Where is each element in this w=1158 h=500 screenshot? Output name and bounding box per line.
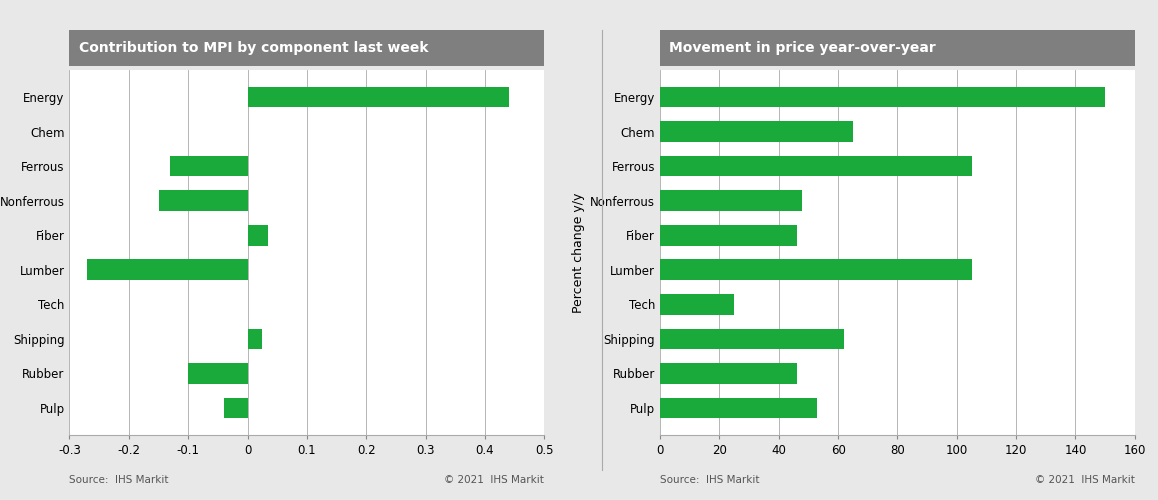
Bar (660, 225, 797, 246)
Text: © 2021  IHS Markit: © 2021 IHS Markit (445, 475, 544, 485)
Bar (170, 156, 248, 176)
Bar (660, 328, 844, 349)
Bar (660, 398, 818, 418)
Bar (248, 328, 263, 349)
Text: Movement in price year-over-year: Movement in price year-over-year (669, 41, 936, 55)
Bar (660, 156, 972, 176)
Bar (660, 190, 802, 211)
Bar (660, 363, 797, 384)
Bar (248, 225, 269, 246)
Bar (159, 190, 248, 211)
Bar (188, 363, 248, 384)
Bar (660, 86, 1105, 108)
Bar (223, 398, 248, 418)
Bar (660, 121, 853, 142)
Bar (660, 294, 734, 314)
Bar (87, 260, 248, 280)
Text: © 2021  IHS Markit: © 2021 IHS Markit (1035, 475, 1135, 485)
Text: Source:  IHS Markit: Source: IHS Markit (660, 475, 760, 485)
Bar (660, 260, 972, 280)
Text: Source:  IHS Markit: Source: IHS Markit (69, 475, 169, 485)
Y-axis label: Percent change y/y: Percent change y/y (572, 192, 585, 312)
Bar (248, 86, 508, 108)
Text: Contribution to MPI by component last week: Contribution to MPI by component last we… (79, 41, 428, 55)
